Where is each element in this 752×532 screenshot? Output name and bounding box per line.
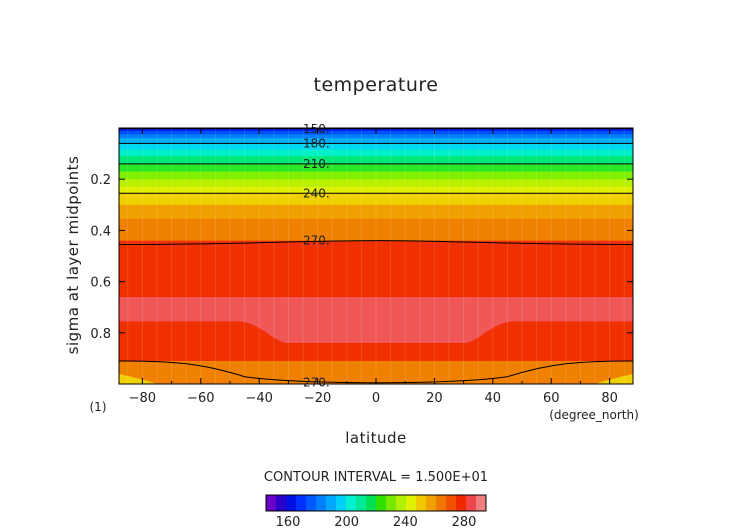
colorbar-label-0: 160 xyxy=(276,515,301,530)
colorbar-swatch-7 xyxy=(336,495,347,511)
colorbar-labels: 160 200 240 280 xyxy=(276,515,477,530)
y-tick-label: 0.8 xyxy=(90,327,111,342)
surface-region xyxy=(119,360,633,384)
surface-warm-patch-1 xyxy=(595,374,633,384)
contour-label-2: 210. xyxy=(303,157,330,171)
contour-fill xyxy=(119,128,633,384)
y-tick-label: 0.4 xyxy=(90,224,111,239)
contour-interval-text: CONTOUR INTERVAL = 1.500E+01 xyxy=(264,470,488,485)
contour-labels: 150.180. 210. 240. 270. 270. xyxy=(303,122,330,390)
colorbar-swatch-12 xyxy=(386,495,397,511)
x-axis-units: (degree_north) xyxy=(549,408,639,422)
contour-label-0: 150. xyxy=(303,122,330,136)
y-tick-label: 0.2 xyxy=(90,173,111,188)
colorbar-swatch-14 xyxy=(406,495,417,511)
x-tick-label: 0 xyxy=(372,391,380,406)
colorbar-swatch-13 xyxy=(396,495,407,511)
contour-label-4: 270. xyxy=(303,234,330,248)
colorbar-swatch-9 xyxy=(356,495,367,511)
colorbar-swatch-6 xyxy=(326,495,337,511)
x-tick-label: 60 xyxy=(543,391,560,406)
colorbar-swatch-1 xyxy=(276,495,287,511)
contour-label-1: 180. xyxy=(303,136,330,150)
colorbar-label-3: 280 xyxy=(452,515,477,530)
colorbar-swatch-18 xyxy=(446,495,457,511)
x-tick-label: −60 xyxy=(187,391,214,406)
colorbar xyxy=(265,494,487,512)
x-tick-label: 20 xyxy=(426,391,443,406)
colorbar-swatch-20 xyxy=(466,495,477,511)
contour-label-3: 240. xyxy=(303,186,330,200)
colorbar-swatch-3 xyxy=(296,495,307,511)
colorbar-frame xyxy=(265,494,487,512)
x-tick-label: −40 xyxy=(245,391,272,406)
colorbar-swatch-11 xyxy=(376,495,387,511)
frame-label: (1) xyxy=(90,400,107,414)
colorbar-label-2: 240 xyxy=(393,515,418,530)
x-tick-label: 80 xyxy=(601,391,618,406)
colorbar-swatch-15 xyxy=(416,495,427,511)
x-tick-label: −80 xyxy=(129,391,156,406)
x-axis-label: latitude xyxy=(345,429,407,447)
chart-title: temperature xyxy=(314,74,439,96)
contour-line-270 xyxy=(118,240,634,245)
colorbar-swatch-0 xyxy=(266,495,277,511)
warm-core-region xyxy=(119,296,633,344)
colorbar-swatch-8 xyxy=(346,495,357,511)
colorbar-swatch-21 xyxy=(476,495,487,511)
x-tick-label: 40 xyxy=(485,391,502,406)
surface-warm-patch-0 xyxy=(119,374,157,384)
colorbar-swatch-19 xyxy=(456,495,467,511)
colorbar-swatch-2 xyxy=(286,495,297,511)
colorbar-label-1: 200 xyxy=(334,515,359,530)
colorbar-swatch-4 xyxy=(306,495,317,511)
x-axis: −80 −60 −40 −20 0 20 40 60 80 xyxy=(129,128,618,406)
y-axis-label: sigma at layer midpoints xyxy=(64,156,82,355)
contour-label-5: 270. xyxy=(303,376,330,390)
colorbar-swatch-16 xyxy=(426,495,437,511)
colorbar-swatch-10 xyxy=(366,495,377,511)
x-tick-label: −20 xyxy=(304,391,331,406)
colorbar-swatch-17 xyxy=(436,495,447,511)
colorbar-swatch-5 xyxy=(316,495,327,511)
y-axis: 0.2 0.4 0.6 0.8 xyxy=(90,173,633,342)
y-tick-label: 0.6 xyxy=(90,276,111,291)
